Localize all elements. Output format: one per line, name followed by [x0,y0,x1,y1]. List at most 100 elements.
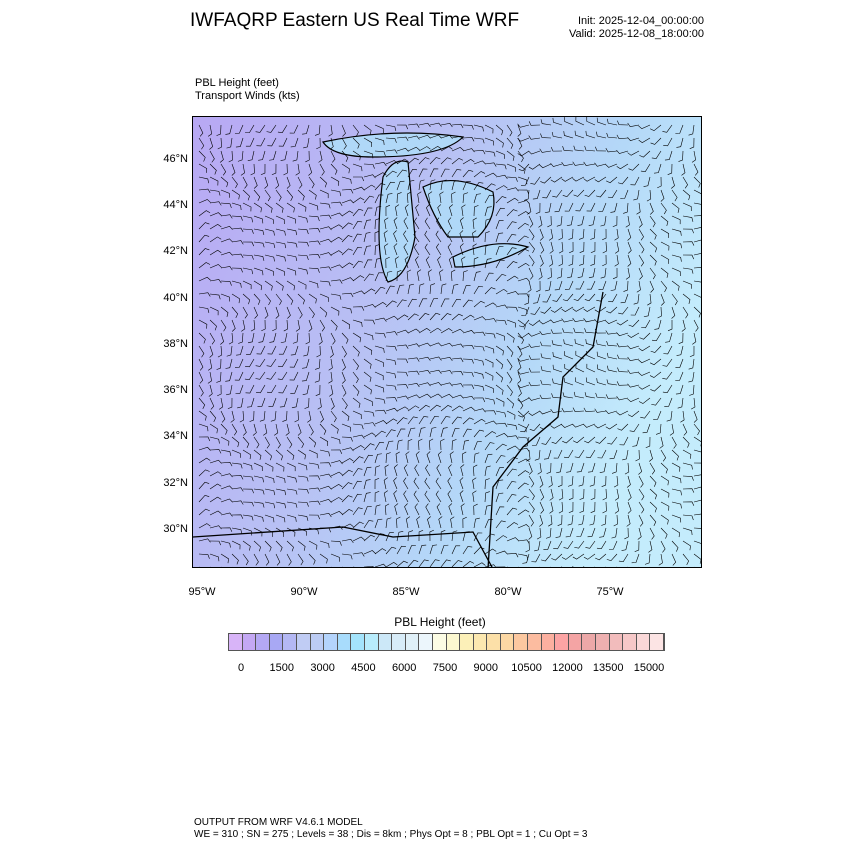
wind-barb [418,283,425,295]
wind-barb [295,319,300,332]
wind-barb [659,436,664,449]
wind-barb [341,436,353,442]
wind-barb [198,188,211,193]
wind-barb [268,397,277,407]
wind-barb [245,124,255,134]
wind-barb [606,132,618,139]
wind-barb [658,553,663,566]
wind-barb [675,384,684,395]
wind-barb [247,150,255,161]
plot-title: IWFAQRP Eastern US Real Time WRF [190,10,520,31]
wind-barb [418,427,426,438]
wind-barb [424,477,431,490]
wind-barb [530,176,541,185]
wind-barb [264,462,274,472]
wind-barb [462,516,467,529]
wind-barb [404,256,409,269]
wind-barb [383,230,388,243]
wind-barb [307,410,312,423]
wind-barb [231,500,244,505]
wind-barb [616,566,617,567]
wind-barb [207,124,213,137]
wind-barb [506,456,518,464]
wind-barb [231,319,236,332]
wind-barb [396,384,409,389]
wind-barb [484,519,493,529]
lat-label: 36°N [163,384,188,396]
wind-barb [540,119,552,126]
colorbar-tick-label: 6000 [391,662,417,674]
wind-barb [618,306,629,315]
wind-barb [280,150,288,161]
wind-barb [574,338,585,347]
wind-barb [618,553,629,562]
wind-barb [396,158,409,165]
wind-barb [553,449,563,459]
wind-barb [319,449,330,457]
wind-barb [330,525,343,530]
wind-barb [228,332,234,345]
wind-barb [440,416,451,425]
wind-barb [651,332,662,342]
wind-barb [237,150,244,162]
wind-barb [459,243,464,256]
wind-barb [297,228,309,235]
wind-barb [440,356,453,362]
wind-barb [264,527,274,537]
wind-barb [649,462,656,475]
wind-barb [638,267,643,280]
wind-barb [540,366,552,373]
wind-barb [341,176,352,184]
wind-barb [396,428,406,438]
wind-barb [240,163,245,176]
wind-barb [209,496,222,503]
wind-barb [407,157,419,165]
wind-barb [407,343,420,348]
wind-barb [385,181,395,191]
wind-barb [473,464,478,477]
wind-barb [567,475,574,487]
wind-barb [418,313,430,321]
wind-barb [693,449,701,453]
wind-barb [473,205,479,217]
wind-barb [506,423,518,430]
wind-barb [473,397,486,403]
wind-barb [245,137,255,147]
wind-barb [396,124,409,130]
wind-barb [198,306,210,313]
colorbar-swatch [269,634,284,650]
wind-barb [304,397,310,409]
wind-barb [627,410,640,418]
wind-barb [671,540,679,552]
wind-barb [627,488,632,501]
wind-barb [614,501,619,514]
wind-barb [385,546,397,555]
wind-barb [429,312,441,321]
wind-barb [209,332,215,345]
wind-barb [198,262,211,269]
wind-barb [374,563,387,567]
wind-barb [627,566,628,567]
wind-barb [693,474,701,477]
wind-barb [226,137,233,149]
wind-barb [230,410,235,423]
wind-barb [693,202,701,205]
colorbar-swatch [555,634,569,650]
wind-barb [528,228,535,241]
wind-barb [234,371,244,381]
wind-barb [253,293,261,305]
wind-barb [473,257,479,269]
wind-barb [590,254,596,266]
wind-barb [352,507,363,516]
wind-barb [341,222,353,230]
wind-barb [597,449,607,459]
wind-barb [429,393,442,399]
wind-barb [341,262,354,269]
colorbar-tick-label: 10500 [511,662,542,674]
wind-barb [242,280,252,290]
wind-barb [407,168,418,178]
wind-barb [286,527,296,537]
lon-label: 75°W [596,586,624,598]
colorbar-swatch [460,634,474,650]
wind-barb [484,162,497,167]
